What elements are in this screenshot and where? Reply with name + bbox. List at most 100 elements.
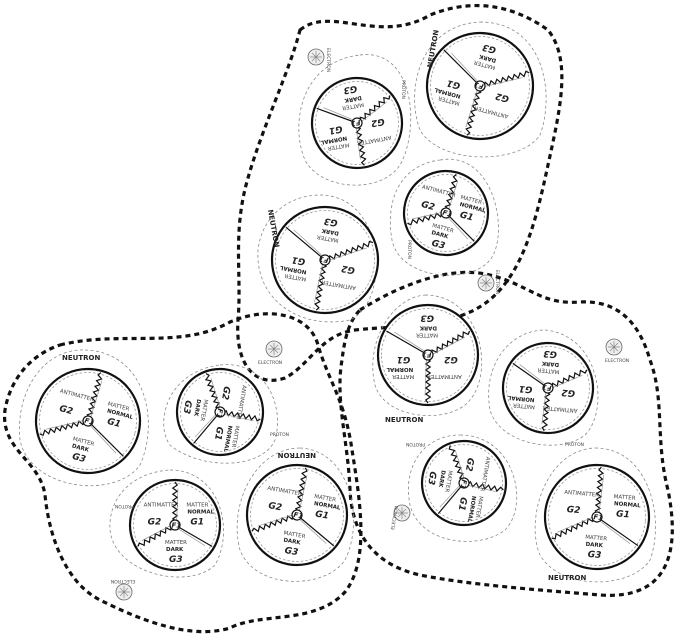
generation-label: G3 [481,41,497,54]
spoke-guide [298,475,308,516]
nucleon-inner-ring [250,468,344,562]
spoke-guide [447,180,458,214]
nucleon-inner-ring [407,174,485,252]
spoke-guide [323,107,358,122]
gluon-spoke [294,467,308,516]
matter-label: ANTIMATTER [144,503,179,509]
matter-label: MATTER [316,233,339,243]
matter-label: MATTER [474,496,484,519]
spoke-guide [439,481,464,508]
spoke-guide [480,77,523,88]
spoke-guide [46,419,88,430]
generation-label: G1 [328,123,343,135]
spoke-guide [548,374,583,390]
nucleon-inner-ring [425,444,503,522]
spoke-guide [295,515,327,544]
neutron-label: NEUTRON [62,354,100,362]
spoke-guide [541,387,547,425]
nucleon-halo [236,447,354,582]
generation-label: G1 [212,426,224,441]
type-label: NORMAL [466,495,477,523]
matter-label: MATTER [327,141,350,151]
spoke-guide [293,229,327,260]
type-label: NORMAL [386,366,413,372]
neutron-label: NEUTRON [278,451,316,459]
gluon-spoke [465,85,482,136]
nucleon-core [214,406,226,418]
type-label: DARK [321,227,340,236]
matter-label: MATTER [473,59,496,71]
generation-label: G2 [420,200,436,213]
matter-label: MATTER [72,436,95,448]
gluon-spoke [251,513,298,533]
type-label: NORMAL [222,425,233,453]
type-label: DARK [437,470,446,489]
generation-label: G2 [341,263,356,275]
type-label: NORMAL [313,501,341,512]
generation-label: G2 [58,404,74,417]
spoke-guide [412,211,446,220]
gluon-spoke [448,445,466,484]
generation-label: G2 [267,501,282,513]
matter-label: MATTER [537,366,560,374]
nucleon-inner-ring [430,36,530,136]
generation-label: G2 [370,116,385,128]
spoke-guide [463,484,498,493]
generation-label: G3 [284,546,299,558]
matter-label: MATTER [392,373,414,379]
spoke-guide [454,449,466,483]
generation-label: G1 [291,254,306,266]
spoke-guide [89,380,103,422]
spoke-guide [219,413,254,422]
nucleon-core [169,519,181,531]
matter-label: MATTER [165,540,187,546]
electron-label: ELECTRON [494,270,500,294]
type-label: DARK [541,360,560,368]
electron-icon [115,583,133,601]
proton-label: PROTON [400,80,406,99]
generation-label: G2 [566,505,580,516]
electron-label: ELECTRON [390,506,400,531]
matter-label: MATTER [443,470,453,493]
matter-label: ANTIMATTER [356,134,392,146]
spoke-guide [86,421,117,454]
nucleon-core [591,511,603,523]
matter-label: MATTER [314,494,337,504]
type-label: NORMAL [614,501,642,509]
matter-label: MATTER [186,503,208,509]
spoke-guide [424,354,427,396]
gluon-spoke [443,49,481,87]
matter-label: MATTER [198,399,208,422]
nucleon-inner-ring [275,210,375,310]
gluon-spoke [594,466,605,518]
spoke-guide [357,101,388,125]
generation-label: G1 [446,77,462,90]
gluon-spoke [86,372,103,422]
electron-icon [477,274,495,292]
nucleon-halo [109,469,224,578]
generation-label: G1 [616,509,630,520]
gluon-spoke [479,70,530,89]
gluon-spoke [87,420,124,457]
matter-label: MATTER [283,530,306,540]
type-label: DARK [71,443,90,453]
nucleon-halo [372,294,483,417]
spoke-guide [598,474,604,518]
gluon-spoke [39,418,89,437]
generation-label: G3 [181,399,193,414]
generation-label: G1 [106,417,122,430]
generation-label: G3 [343,83,358,95]
spoke-guide [174,526,206,547]
spoke-guide [394,331,429,354]
electron-icon [605,338,623,356]
matter-label: ANTIMATTER [321,278,357,290]
matter-label: MATTER [416,332,438,338]
f1-badge: F1 [441,209,453,219]
